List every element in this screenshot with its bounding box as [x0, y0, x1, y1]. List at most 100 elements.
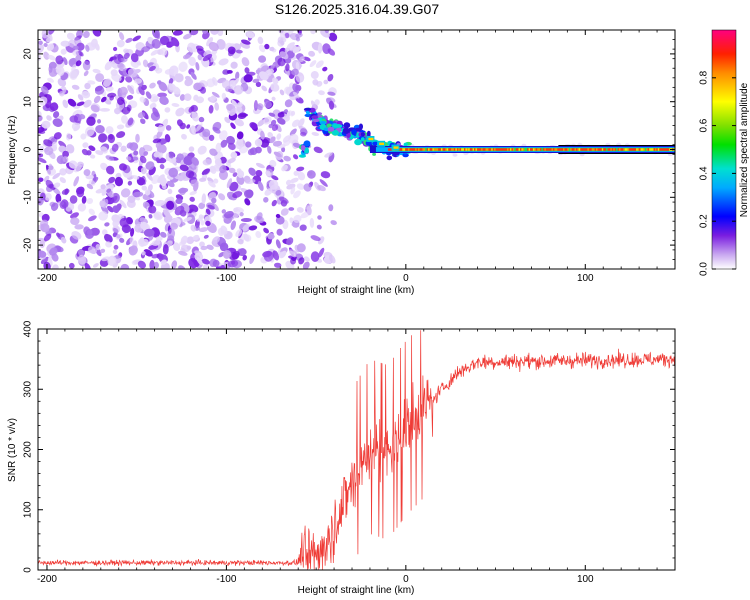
trace-core — [621, 148, 624, 151]
trace-core — [509, 148, 512, 151]
noise-speck — [79, 113, 86, 120]
trace-core — [494, 148, 496, 151]
noise-speck — [284, 99, 293, 108]
trace-core — [471, 148, 473, 151]
noise-speck — [51, 202, 59, 211]
noise-speck — [289, 128, 297, 136]
x-tick-label: -100 — [216, 273, 236, 284]
noise-speck — [76, 101, 85, 107]
noise-speck — [329, 254, 336, 264]
trace-blob — [366, 130, 371, 137]
trace-core — [640, 148, 643, 151]
noise-speck — [107, 205, 114, 213]
noise-speck — [95, 124, 105, 134]
trace-core — [588, 148, 591, 151]
trace-core — [624, 148, 627, 151]
trace-core — [626, 148, 628, 151]
trace-core — [499, 148, 502, 151]
trace-blob — [360, 132, 365, 137]
trace-core — [387, 148, 390, 151]
y-tick-label: 100 — [23, 501, 34, 518]
noise-speck — [315, 60, 324, 68]
noise-speck — [111, 143, 119, 152]
trace-core — [464, 148, 466, 151]
noise-speck — [125, 37, 133, 43]
noise-speck — [132, 35, 141, 42]
noise-speck — [188, 56, 196, 66]
noise-speck — [127, 68, 138, 78]
noise-speck — [126, 156, 132, 161]
noise-speck — [48, 165, 54, 171]
y-tick-label: 0 — [23, 146, 34, 152]
noise-speck — [278, 196, 289, 204]
noise-speck — [279, 33, 286, 39]
noise-speck — [82, 142, 89, 148]
trace-core — [426, 148, 429, 151]
noise-speck — [295, 61, 300, 71]
trace-core — [476, 148, 479, 151]
noise-speck — [245, 141, 252, 148]
noise-speck — [264, 100, 272, 109]
colorbar-label: Normalized spectral amplitude — [739, 82, 750, 217]
trace-core — [495, 148, 498, 151]
noise-speck — [75, 186, 85, 195]
noise-speck — [299, 224, 307, 231]
noise-speck — [119, 163, 127, 171]
noise-speck — [288, 250, 297, 258]
trace-core — [535, 148, 538, 151]
trace-core — [482, 148, 485, 151]
noise-speck — [190, 125, 197, 135]
noise-speck — [212, 77, 218, 86]
noise-speck — [80, 133, 87, 140]
trace-core — [507, 148, 509, 151]
noise-speck — [163, 215, 173, 223]
trace-core — [581, 148, 584, 151]
noise-speck — [271, 96, 276, 101]
noise-speck — [84, 229, 95, 239]
noise-speck — [317, 215, 322, 220]
spectrogram-x-ticks: -200 -100 0 100 — [37, 30, 676, 284]
noise-speck — [77, 203, 87, 212]
noise-speck — [65, 206, 72, 212]
noise-speck — [69, 115, 79, 123]
trace-core — [666, 148, 668, 151]
noise-speck — [227, 46, 236, 55]
trace-core — [484, 148, 486, 151]
noise-speck — [227, 142, 236, 151]
noise-speck — [174, 73, 184, 83]
trace-core — [596, 148, 598, 151]
noise-speck — [308, 50, 316, 57]
trace-core — [584, 148, 587, 151]
noise-speck — [239, 212, 244, 217]
trace-core — [600, 148, 602, 151]
noise-speck — [322, 66, 328, 72]
noise-speck — [61, 188, 70, 195]
noise-speck — [43, 233, 52, 242]
trace-core — [525, 148, 528, 151]
noise-speck — [293, 154, 299, 160]
noise-speck — [113, 53, 122, 65]
noise-speck — [223, 210, 234, 219]
spectrogram-y-ticks: -20 -10 0 10 20 — [23, 29, 675, 270]
trace-step-core — [393, 146, 399, 149]
noise-speck — [113, 244, 119, 250]
noise-speck — [270, 64, 276, 70]
noise-speck — [129, 142, 139, 151]
noise-speck — [90, 104, 100, 113]
trace-core — [560, 148, 562, 151]
noise-speck — [160, 47, 168, 56]
trace-core — [498, 148, 500, 151]
noise-speck — [257, 67, 262, 72]
noise-speck — [94, 86, 105, 95]
noise-speck — [116, 124, 125, 130]
trace-core — [413, 148, 416, 151]
trace-core — [563, 148, 565, 151]
trace-core — [491, 148, 493, 151]
trace-core — [462, 148, 465, 151]
noise-speck — [198, 214, 204, 219]
noise-speck — [100, 184, 106, 190]
noise-speck — [261, 85, 268, 92]
noise-speck — [60, 48, 67, 55]
noise-speck — [322, 43, 331, 54]
noise-speck — [297, 171, 306, 181]
